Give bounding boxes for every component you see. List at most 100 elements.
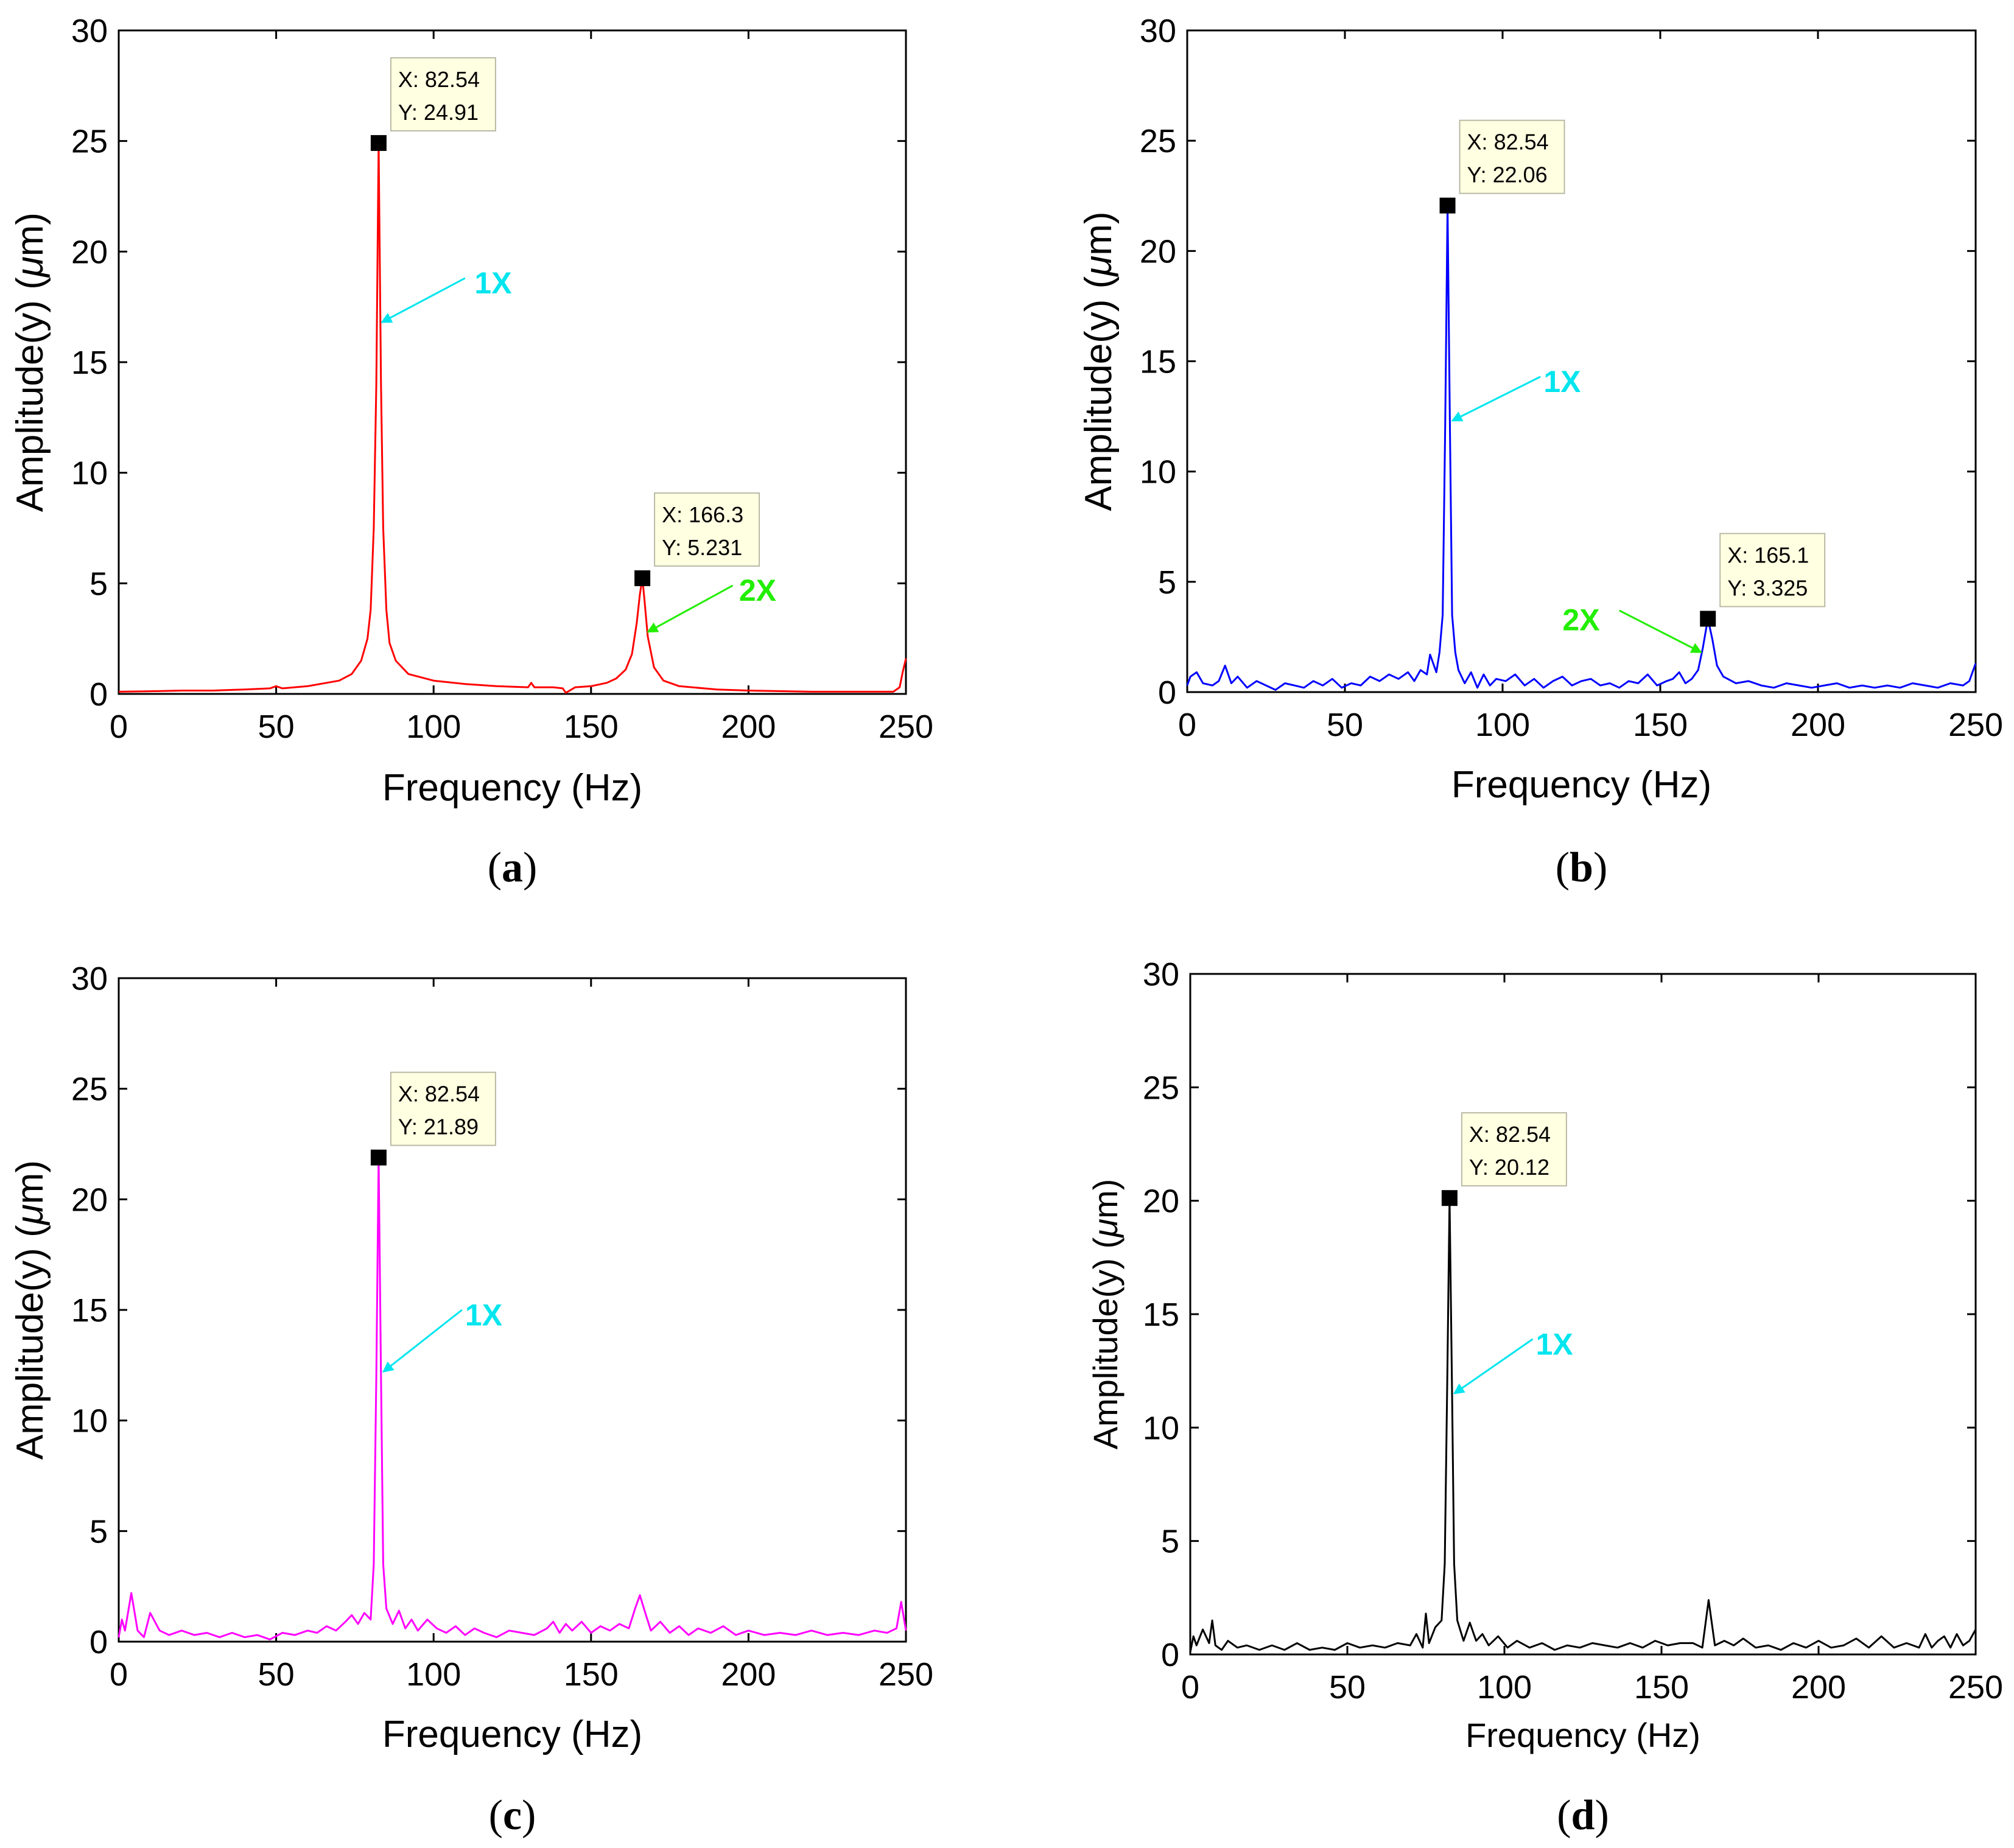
panel-c: 0 5 10 15 20 25 30 0 50 100 150 200 250 1X X: 82.54… [9,961,933,1839]
spectrum-line [118,1157,907,1640]
y-tick-label: 30 [1143,956,1179,993]
x-tick-label: 0 [110,709,128,745]
harmonic-annotations: 1X [1453,1327,1573,1395]
y-ticks: 0 5 10 15 20 25 30 [1143,956,1976,1673]
y-tick-label: 0 [89,1624,108,1661]
y-tick-label: 10 [1143,1410,1179,1446]
data-tip-box [654,492,760,567]
annotation-arrow [647,584,734,633]
y-tick-label: 30 [71,961,108,997]
y-ticks: 0 5 10 15 20 25 30 [1140,13,1976,711]
data-tip-marker [370,135,387,151]
panel-b: 0 5 10 15 20 25 30 0 50 100 150 200 250 1X 2X X: 82.… [1078,13,2003,891]
data-tips: X: 82.54 Y: 22.06 X: 165.1 Y: 3.325 [1439,119,1826,627]
y-tick-label: 20 [1143,1183,1179,1220]
x-tick-label: 0 [1181,1669,1199,1706]
x-tick-label: 200 [721,1656,776,1693]
data-tip-x: X: 82.54 [1467,130,1549,155]
x-ticks: 0 50 100 150 200 250 [110,978,933,1693]
y-tick-label: 10 [71,455,108,492]
data-tip-y: Y: 20.12 [1469,1155,1549,1180]
data-tip-y: Y: 5.231 [662,535,742,560]
panel-a: 0 5 10 15 20 25 30 0 50 100 150 200 250 1X 2X X: 82.… [9,13,933,891]
x-tick-label: 50 [258,1656,295,1693]
data-tip-x: X: 82.54 [398,1082,480,1107]
y-ticks: 0 5 10 15 20 25 30 [71,13,906,713]
panel-label: (c) [489,1792,536,1839]
y-tick-label: 25 [71,124,108,160]
y-axis-label: Amplitude(y) (μm) [1078,211,1120,511]
x-tick-label: 150 [1633,707,1688,743]
data-tip-marker [370,1149,387,1166]
annotation-arrow [1451,376,1541,422]
annotation-arrow [1453,1338,1534,1395]
x-axis-label: Frequency (Hz) [1465,1716,1700,1754]
harmonic-annotations: 1X 2X [1451,365,1702,654]
x-tick-label: 150 [564,1656,619,1693]
annotation-arrow [381,277,466,323]
y-tick-label: 20 [71,234,108,270]
x-tick-label: 50 [1329,1669,1366,1706]
data-tips: X: 82.54 Y: 20.12 [1441,1112,1567,1206]
y-tick-label: 15 [1140,344,1176,380]
data-tip-box [390,1071,496,1146]
y-tick-label: 25 [1143,1069,1179,1106]
x-tick-label: 50 [1327,707,1363,743]
data-tip-box [390,57,496,131]
x-tick-label: 50 [258,709,295,745]
y-tick-label: 10 [71,1403,108,1440]
x-tick-label: 100 [406,709,461,745]
data-tip-y: Y: 24.91 [398,100,479,125]
annotation-label-1x: 1X [1536,1327,1573,1361]
data-tip-y: Y: 21.89 [398,1115,479,1139]
x-tick-label: 250 [1948,707,2003,743]
y-axis-label: Amplitude(y) (μm) [9,1160,51,1460]
y-tick-label: 20 [71,1181,108,1218]
y-tick-label: 30 [71,13,108,49]
x-tick-label: 250 [879,709,933,745]
y-tick-label: 15 [71,345,108,381]
x-tick-label: 200 [1791,1669,1846,1706]
x-tick-label: 150 [1634,1669,1689,1706]
y-ticks: 0 5 10 15 20 25 30 [71,961,906,1661]
data-tip-marker [1700,611,1716,627]
x-tick-label: 0 [110,1656,128,1693]
y-tick-label: 10 [1140,454,1176,491]
y-tick-label: 25 [1140,123,1176,159]
y-tick-label: 0 [1158,674,1176,711]
panel-d: 0 5 10 15 20 25 30 0 50 100 150 200 250 1X X: 82.54… [1086,956,2003,1839]
harmonic-annotations: 1X [382,1298,502,1373]
spectrum-line [1186,205,1977,691]
y-axis-label: Amplitude(y) (μm) [9,212,51,512]
plot-area [118,977,907,1643]
data-tip-box [1461,1112,1567,1187]
x-tick-label: 100 [406,1656,461,1693]
panel-label: (b) [1556,844,1608,891]
plot-area [1186,29,1977,693]
y-tick-label: 30 [1140,13,1176,49]
y-tick-label: 0 [89,676,108,713]
y-tick-label: 0 [1161,1637,1179,1673]
data-tip-x: X: 166.3 [662,502,743,527]
x-ticks: 0 50 100 150 200 250 [1181,974,2003,1706]
annotation-arrow [1618,609,1702,654]
annotation-label-2x: 2X [739,573,776,607]
data-tip-x: X: 82.54 [1469,1122,1551,1147]
x-axis-label: Frequency (Hz) [382,767,642,809]
data-tips: X: 82.54 Y: 24.91 X: 166.3 Y: 5.231 [370,57,760,586]
y-tick-label: 15 [1143,1297,1179,1333]
data-tip-marker [1439,197,1456,214]
data-tip-marker [634,570,651,586]
x-axis-label: Frequency (Hz) [382,1713,642,1755]
data-tips: X: 82.54 Y: 21.89 [370,1071,496,1166]
y-tick-label: 20 [1140,233,1176,270]
annotation-label-1x: 1X [474,266,511,300]
spectrum-line [118,142,907,694]
x-tick-label: 250 [879,1656,933,1693]
data-tip-box [1719,533,1826,607]
x-tick-label: 150 [564,709,619,745]
panel-label: (a) [488,844,538,891]
data-tip-y: Y: 22.06 [1467,163,1548,187]
y-tick-label: 15 [71,1292,108,1329]
x-ticks: 0 50 100 150 200 250 [110,30,933,745]
